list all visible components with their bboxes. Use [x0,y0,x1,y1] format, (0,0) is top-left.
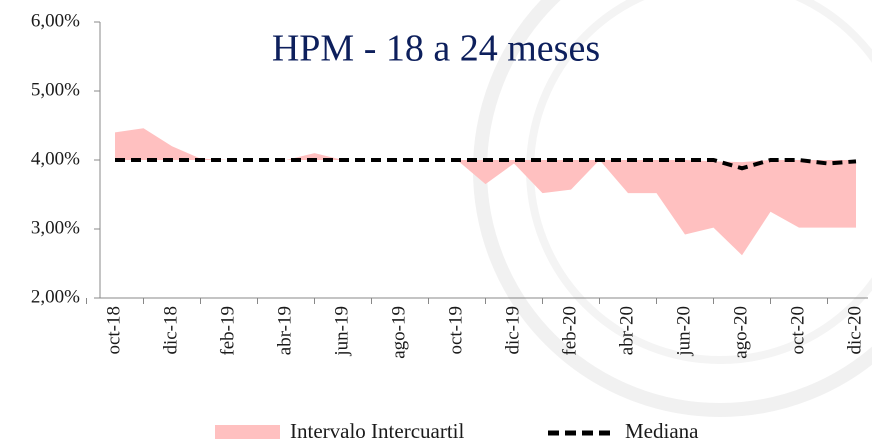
legend-swatch [215,425,280,439]
x-tick-label: dic-18 [160,306,181,355]
y-tick-label: 3,00% [31,217,80,238]
chart-title: HPM - 18 a 24 meses [272,28,600,70]
x-tick-label: abr-19 [274,306,295,355]
x-tick-label: ago-19 [388,306,409,359]
x-tick-label: feb-20 [559,306,580,356]
y-tick-label: 2,00% [31,286,80,307]
legend-label: Intervalo Intercuartil [290,419,464,443]
x-tick-label: dic-19 [502,306,523,355]
x-tick-label: abr-20 [616,306,637,355]
x-tick-label: jun-19 [331,306,352,357]
x-tick-label: oct-20 [787,306,808,355]
legend-label: Mediana [625,419,699,443]
median-line [115,158,857,171]
x-tick-label: jun-20 [673,306,694,357]
y-tick-label: 6,00% [31,10,80,31]
x-tick-label: ago-20 [730,306,751,359]
x-tick-label: dic-20 [844,306,865,355]
y-tick-label: 5,00% [31,79,80,100]
y-tick-label: 4,00% [31,148,80,169]
x-tick-label: oct-18 [103,306,124,355]
x-tick-label: feb-19 [217,306,238,356]
x-tick-label: oct-19 [445,306,466,355]
